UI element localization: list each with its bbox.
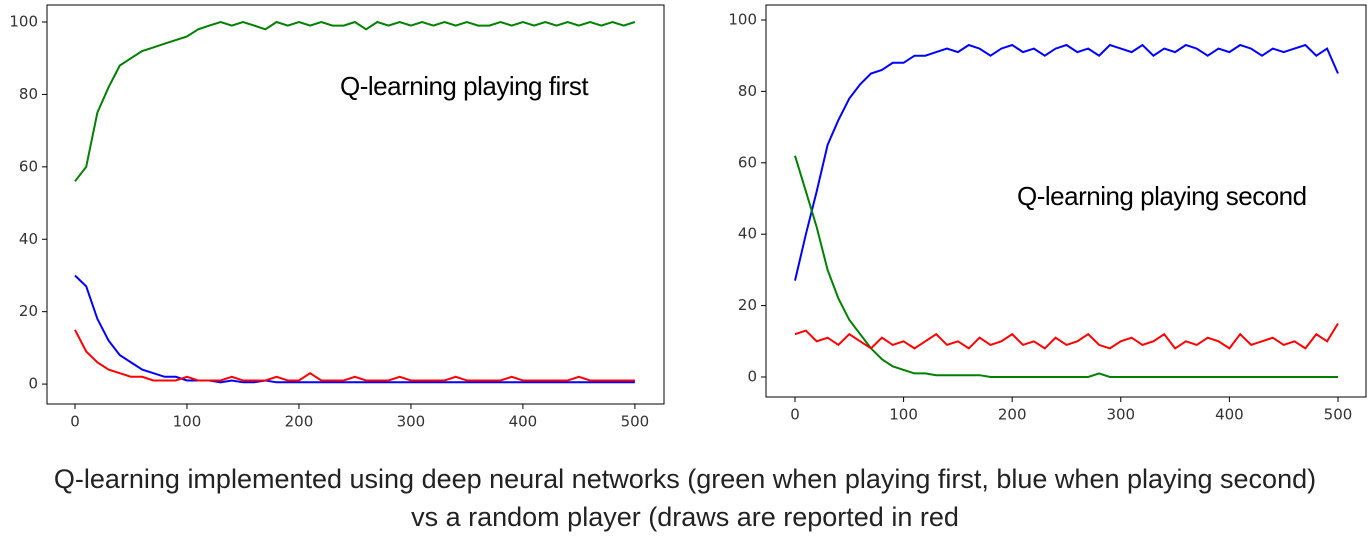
plot-frame xyxy=(765,4,1367,398)
y-tick-label: 60 xyxy=(19,157,38,175)
series-line xyxy=(74,274,635,384)
x-tick-label: 0 xyxy=(70,413,80,431)
y-tick-label: 80 xyxy=(19,85,38,103)
x-tick-label: 500 xyxy=(621,413,650,431)
y-tick-label: 100 xyxy=(9,13,38,31)
annotation: Q-learning playing first xyxy=(340,71,589,101)
x-tick-label: 200 xyxy=(998,406,1027,424)
y-tick-label: 20 xyxy=(738,296,757,314)
caption: Q-learning implemented using deep neural… xyxy=(53,464,1317,532)
x-tick-label: 300 xyxy=(397,413,426,431)
series-line xyxy=(74,20,636,182)
x-tick-label: 500 xyxy=(1324,406,1353,424)
x-tick-label: 100 xyxy=(889,406,918,424)
series-line xyxy=(794,322,1339,350)
x-tick-label: 200 xyxy=(285,413,314,431)
x-tick-label: 300 xyxy=(1106,406,1135,424)
x-tick-label: 100 xyxy=(173,413,202,431)
x-tick-label: 400 xyxy=(1215,406,1244,424)
y-tick-label: 0 xyxy=(747,368,757,386)
x-tick-label: 400 xyxy=(509,413,538,431)
y-tick-label: 40 xyxy=(738,225,757,243)
y-tick-label: 0 xyxy=(28,375,38,393)
y-tick-label: 60 xyxy=(738,153,757,171)
series-line xyxy=(74,329,635,382)
plot-frame xyxy=(46,4,665,405)
y-tick-label: 20 xyxy=(19,302,38,320)
annotation: Q-learning playing second xyxy=(1017,181,1307,211)
y-tick-label: 100 xyxy=(728,10,757,28)
x-tick-label: 0 xyxy=(790,406,800,424)
series-line xyxy=(794,43,1339,281)
y-tick-label: 80 xyxy=(738,82,757,100)
y-tick-label: 40 xyxy=(19,230,38,248)
series-line xyxy=(794,155,1338,378)
